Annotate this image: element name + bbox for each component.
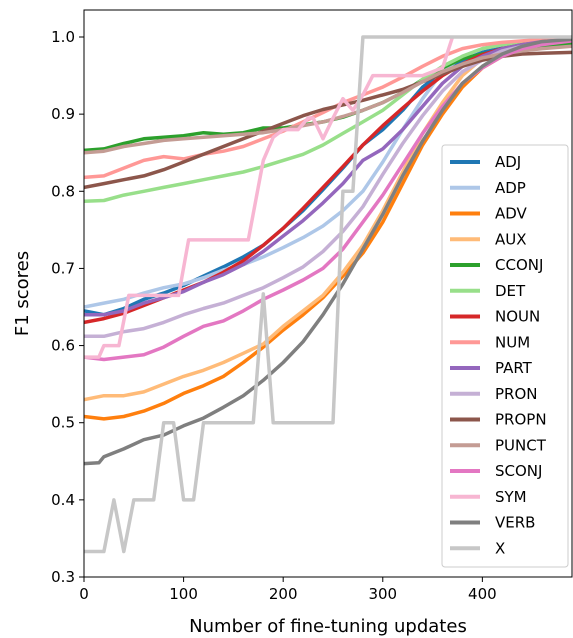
legend-label-adp: ADP: [495, 179, 526, 197]
legend-label-adj: ADJ: [495, 153, 521, 171]
legend-label-num: NUM: [495, 333, 530, 351]
axes: [83, 9, 573, 578]
y-tick-label: 0.8: [51, 182, 75, 200]
y-tick-label: 0.7: [51, 259, 75, 277]
y-tick-label: 0.3: [51, 568, 75, 586]
x-tick-label: 100: [169, 585, 198, 603]
legend-label-x: X: [495, 539, 505, 557]
legend-label-cconj: CCONJ: [495, 256, 543, 274]
legend: ADJ ADP ADV AUX CCONJ DET NOUN NUM PART PRON PROPN…: [441, 144, 569, 568]
legend-label-adv: ADV: [495, 205, 528, 223]
legend-label-part: PART: [495, 359, 533, 377]
y-tick-label: 0.4: [51, 491, 75, 509]
x-tick-label: 0: [79, 585, 89, 603]
legend-label-aux: AUX: [495, 230, 527, 248]
series-line-propn: [84, 50, 572, 190]
y-tick-label: 1.0: [51, 28, 75, 46]
y-tick-label: 0.5: [51, 414, 75, 432]
legend-label-noun: NOUN: [495, 308, 540, 326]
series-line-det: [84, 37, 572, 204]
legend-label-sym: SYM: [495, 488, 527, 506]
legend-label-punct: PUNCT: [495, 436, 547, 454]
legend-label-sconj: SCONJ: [495, 462, 542, 480]
legend-label-verb: VERB: [495, 514, 535, 532]
y-tick-label: 0.9: [51, 105, 75, 123]
series-line-sym: [84, 36, 455, 359]
x-tick-label: 300: [368, 585, 397, 603]
legend-label-pron: PRON: [495, 385, 538, 403]
x-axis-label: Number of fine-tuning updates: [189, 616, 467, 637]
x-tick-label: 400: [468, 585, 497, 603]
series-line-verb: [84, 37, 572, 466]
x-tick-label: 200: [269, 585, 298, 603]
y-axis-ticks: 0.3 0.4 0.5 0.6 0.7 0.8 0.9 1.0: [51, 28, 84, 586]
series-line-punct: [84, 44, 572, 155]
y-axis-label: F1 scores: [12, 251, 33, 336]
plot-frame: [83, 9, 573, 578]
y-tick-label: 0.6: [51, 337, 75, 355]
legend-label-det: DET: [495, 282, 526, 300]
series-lines: [84, 35, 572, 554]
legend-box: [441, 144, 569, 568]
x-axis-ticks: 0 100 200 300 400: [79, 577, 497, 603]
series-line-num: [84, 36, 572, 180]
legend-label-propn: PROPN: [495, 411, 547, 429]
series-line-x: [84, 35, 572, 554]
